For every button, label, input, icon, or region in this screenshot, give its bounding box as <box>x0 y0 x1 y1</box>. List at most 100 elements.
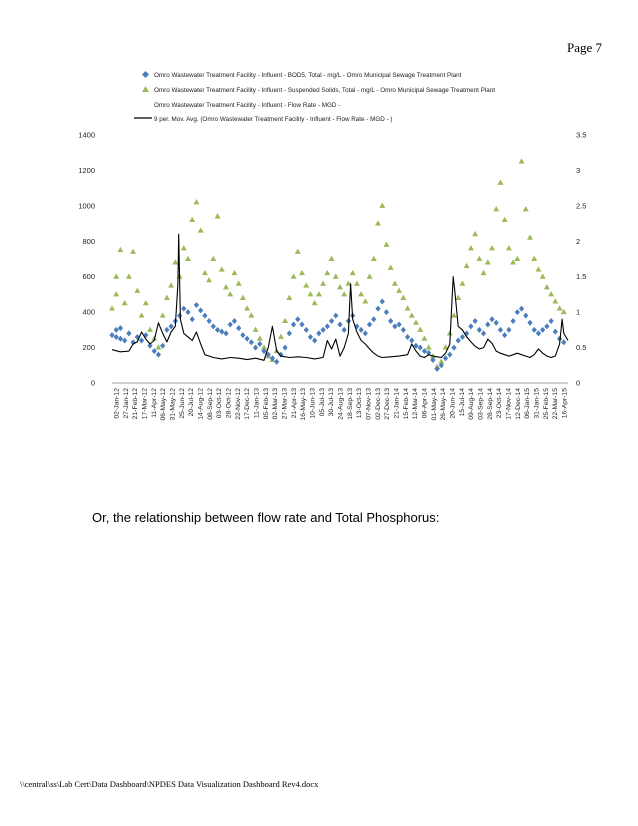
tss-point <box>358 291 365 297</box>
x-tick-label: 22-Nov-12 <box>235 388 242 420</box>
legend-marker-bod <box>141 70 150 79</box>
tss-point <box>239 294 246 300</box>
bod-point <box>295 316 301 323</box>
tss-point <box>370 255 377 261</box>
legend-label: Omro Wastewater Treatment Facility - Inf… <box>154 102 340 109</box>
tss-point <box>463 262 470 269</box>
y2-tick-label: 0 <box>576 379 580 388</box>
tss-point <box>391 280 398 286</box>
bod-point <box>147 342 153 349</box>
x-tick-label: 11-Apr-12 <box>151 388 158 418</box>
bod-point <box>358 326 364 333</box>
y2-tick-label: 1.5 <box>576 272 586 281</box>
tss-point <box>421 335 428 341</box>
bod-point <box>286 330 292 337</box>
tss-point <box>303 282 310 288</box>
flow-avg-line <box>111 233 569 361</box>
bod-point <box>518 305 525 312</box>
bod-point <box>117 325 124 332</box>
tss-point <box>328 255 335 261</box>
bod-point <box>113 326 119 333</box>
bod-point <box>160 342 166 349</box>
y2-tick-label: 2 <box>576 237 580 246</box>
bod-point <box>497 326 504 333</box>
tss-point <box>362 298 369 304</box>
chart-axes: 0 200 400 600 800 1000 1200 1400 0 0.5 1 1.5 2 2.5 3 3.… <box>78 131 586 421</box>
bod-point <box>459 333 466 340</box>
tss-point <box>408 312 415 318</box>
tss-point <box>294 248 301 254</box>
tss-point <box>484 259 491 265</box>
tss-point <box>214 213 221 219</box>
x-tick-label: 26-May-14 <box>440 388 447 421</box>
bod-point <box>240 332 246 339</box>
bod-point <box>303 326 309 333</box>
bod-point <box>502 332 508 339</box>
bod-point <box>354 323 360 330</box>
tss-point <box>163 294 170 300</box>
bod-point <box>514 309 520 316</box>
bod-point <box>506 326 512 333</box>
bod-point <box>430 356 436 363</box>
tss-point <box>552 298 559 304</box>
tss-point <box>476 255 483 261</box>
tss-point <box>282 317 289 323</box>
bod-point <box>290 321 297 328</box>
bod-point <box>126 330 132 337</box>
tss-point <box>147 326 153 332</box>
tss-point <box>113 291 120 297</box>
tss-point <box>113 273 120 279</box>
y2-tick-label: 1 <box>576 308 580 317</box>
bod-point <box>202 312 208 319</box>
tss-point <box>180 245 187 251</box>
legend-label: Omro Wastewater Treatment Facility - Inf… <box>154 87 495 94</box>
x-tick-label: 16-May-13 <box>300 388 307 421</box>
tss-point <box>560 308 567 315</box>
bod-point <box>113 333 119 340</box>
tss-point <box>235 280 242 286</box>
tss-point <box>383 241 390 247</box>
bod-point <box>434 365 440 372</box>
tss-point <box>387 264 394 270</box>
bod-point <box>392 323 398 330</box>
x-tick-label: 15-Feb-14 <box>403 388 410 420</box>
tss-point <box>472 230 479 237</box>
x-tick-label: 17-Nov-14 <box>506 388 513 420</box>
bod-series <box>109 298 567 372</box>
tss-point <box>223 284 229 290</box>
y-tick-label: 400 <box>82 308 95 317</box>
bod-point <box>468 323 474 330</box>
x-tick-label: 28-Oct-12 <box>226 388 233 418</box>
tss-point <box>320 280 327 286</box>
tss-point <box>185 255 191 261</box>
x-tick-label: 25-Jun-12 <box>179 388 186 419</box>
bod-point <box>421 348 428 355</box>
x-tick-label: 06-May-12 <box>160 388 167 421</box>
bod-point <box>556 335 563 342</box>
bod-point <box>324 323 330 330</box>
x-tick-label: 25-Feb-15 <box>543 388 550 420</box>
x-tick-label: 20-Jun-14 <box>450 388 457 419</box>
tss-point <box>231 269 238 276</box>
bod-point <box>527 319 533 326</box>
x-tick-label: 21-Jan-14 <box>394 388 401 419</box>
chart-legend: Omro Wastewater Treatment Facility - Inf… <box>134 70 495 123</box>
bod-point <box>413 342 419 349</box>
bod-point <box>476 326 482 333</box>
x-tick-label: 08-Sep-12 <box>207 388 214 420</box>
tss-point <box>201 269 208 276</box>
tss-point <box>172 259 179 265</box>
tss-point <box>206 276 213 283</box>
bod-point <box>328 318 335 324</box>
tss-point <box>366 273 373 279</box>
bod-point <box>371 316 377 323</box>
tss-point <box>121 299 128 306</box>
bod-point <box>366 321 373 328</box>
bod-point <box>510 318 516 324</box>
tss-point <box>375 220 381 226</box>
x-tick-label: 20-Jul-12 <box>188 388 195 417</box>
bod-point <box>117 335 124 342</box>
bod-point <box>523 312 529 319</box>
bod-point <box>388 318 394 324</box>
x-tick-label: 03-Oct-12 <box>216 388 223 418</box>
